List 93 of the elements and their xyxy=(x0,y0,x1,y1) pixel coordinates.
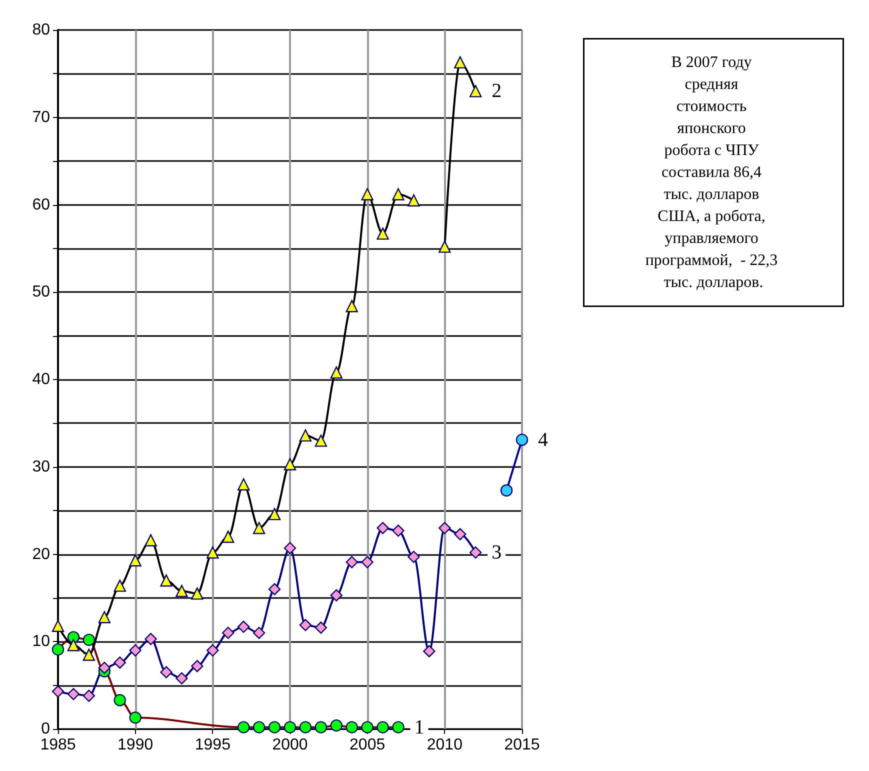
point xyxy=(376,522,389,534)
text: В 2007 году средняя стоимость японского робота с ЧПУ составила 86,4 тыс. долларов США, а робота, управляемого программой, - 22,3 тыс. долларов. xyxy=(645,54,778,291)
point xyxy=(144,632,157,646)
x-tick-label: 2005 xyxy=(350,736,386,754)
x-tick-label: 2010 xyxy=(426,736,463,754)
series-label: 1 xyxy=(414,716,424,738)
point xyxy=(252,522,266,534)
x-tick-label: 1985 xyxy=(40,736,76,754)
point xyxy=(392,524,404,537)
point xyxy=(144,534,157,546)
point xyxy=(52,685,64,698)
y-tick-label: 30 xyxy=(32,458,50,476)
x-tick-label: 2000 xyxy=(272,736,308,754)
point xyxy=(284,542,296,554)
point xyxy=(438,522,451,534)
point xyxy=(314,434,328,447)
point xyxy=(238,721,250,734)
point xyxy=(52,620,64,632)
point xyxy=(470,85,482,98)
point xyxy=(500,484,513,497)
point xyxy=(346,721,358,734)
x-tick-label: 2015 xyxy=(504,736,540,754)
point xyxy=(299,721,312,734)
point xyxy=(376,227,389,240)
point xyxy=(206,644,219,656)
point xyxy=(268,508,281,520)
point xyxy=(222,626,234,639)
point xyxy=(191,587,204,600)
point xyxy=(82,634,96,646)
point xyxy=(314,721,328,734)
point xyxy=(454,528,466,540)
point xyxy=(330,719,342,732)
y-tick-label: 80 xyxy=(32,22,50,38)
point xyxy=(176,672,188,684)
point xyxy=(516,434,528,446)
point xyxy=(361,188,374,200)
point xyxy=(82,690,96,702)
point xyxy=(160,574,172,587)
point xyxy=(222,530,234,543)
point xyxy=(299,429,312,442)
series-label: 4 xyxy=(538,428,548,451)
point xyxy=(114,694,126,706)
point xyxy=(238,478,250,490)
point xyxy=(376,721,389,734)
y-tick-label: 70 xyxy=(32,108,50,126)
point xyxy=(129,644,142,656)
point xyxy=(82,648,96,661)
point xyxy=(330,589,342,602)
point xyxy=(392,721,404,734)
point xyxy=(361,556,374,568)
x-tick-label: 1995 xyxy=(194,736,231,754)
point xyxy=(361,721,374,734)
point xyxy=(392,188,404,200)
point xyxy=(67,639,80,652)
point xyxy=(284,458,296,470)
point xyxy=(67,688,80,700)
point xyxy=(252,626,266,639)
point xyxy=(454,56,466,68)
point xyxy=(268,721,281,734)
point xyxy=(299,618,312,632)
point xyxy=(346,556,358,568)
y-tick-label: 40 xyxy=(32,371,50,388)
point xyxy=(408,550,420,563)
point xyxy=(268,583,281,596)
series-label: 3 xyxy=(492,542,502,564)
series-label: 2 xyxy=(492,80,502,102)
point xyxy=(346,300,358,312)
point xyxy=(52,643,64,656)
point xyxy=(423,645,436,658)
point xyxy=(470,546,482,559)
point xyxy=(176,584,188,598)
y-tick-label: 20 xyxy=(32,546,50,563)
point xyxy=(114,656,126,669)
point xyxy=(98,662,110,674)
y-tick-label: 10 xyxy=(32,633,50,650)
point xyxy=(129,712,142,724)
point xyxy=(160,666,172,678)
point xyxy=(330,366,342,379)
point xyxy=(314,622,328,634)
point xyxy=(98,611,110,624)
y-tick-label: 0 xyxy=(41,720,50,738)
y-tick-label: 50 xyxy=(32,284,50,301)
point xyxy=(206,546,219,559)
point xyxy=(252,721,266,734)
point xyxy=(191,660,204,672)
point xyxy=(438,240,451,253)
point xyxy=(284,721,296,734)
point xyxy=(408,194,420,206)
point xyxy=(129,554,142,566)
point xyxy=(238,620,250,633)
point xyxy=(114,580,126,592)
x-tick-label: 1990 xyxy=(118,736,154,754)
y-tick-label: 60 xyxy=(32,196,50,214)
